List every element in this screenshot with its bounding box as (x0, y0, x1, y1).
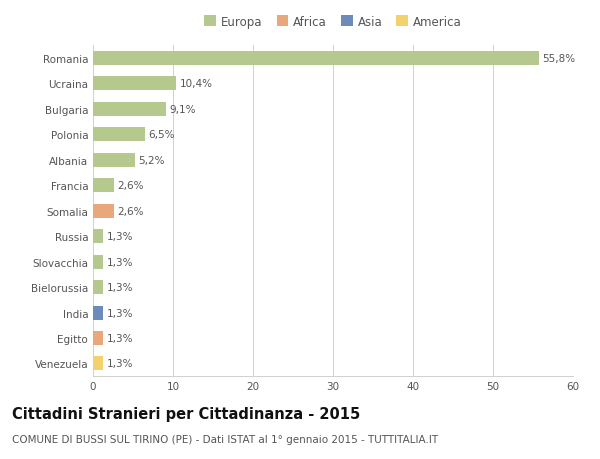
Text: 9,1%: 9,1% (169, 105, 196, 114)
Bar (93, 102, 166, 117)
Bar (93, 153, 134, 167)
Text: 1,3%: 1,3% (107, 358, 133, 369)
Text: 1,3%: 1,3% (107, 257, 133, 267)
Text: 1,3%: 1,3% (107, 308, 133, 318)
Bar (93, 280, 103, 294)
Bar (93, 179, 114, 193)
Text: 1,3%: 1,3% (107, 282, 133, 292)
Bar (93, 77, 176, 91)
Legend: Europa, Africa, Asia, America: Europa, Africa, Asia, America (200, 11, 466, 34)
Bar (93, 331, 103, 345)
Bar (93, 255, 103, 269)
Text: 5,2%: 5,2% (138, 155, 164, 165)
Bar (93, 51, 539, 66)
Text: 2,6%: 2,6% (117, 181, 143, 190)
Text: 10,4%: 10,4% (179, 79, 212, 89)
Text: 1,3%: 1,3% (107, 333, 133, 343)
Text: Cittadini Stranieri per Cittadinanza - 2015: Cittadini Stranieri per Cittadinanza - 2… (12, 406, 360, 421)
Bar (93, 306, 103, 320)
Bar (93, 128, 145, 142)
Bar (93, 230, 103, 244)
Text: 2,6%: 2,6% (117, 206, 143, 216)
Text: COMUNE DI BUSSI SUL TIRINO (PE) - Dati ISTAT al 1° gennaio 2015 - TUTTITALIA.IT: COMUNE DI BUSSI SUL TIRINO (PE) - Dati I… (12, 434, 438, 444)
Text: 55,8%: 55,8% (542, 54, 576, 64)
Bar (93, 357, 103, 371)
Text: 6,5%: 6,5% (148, 130, 175, 140)
Bar (93, 204, 114, 218)
Text: 1,3%: 1,3% (107, 232, 133, 241)
